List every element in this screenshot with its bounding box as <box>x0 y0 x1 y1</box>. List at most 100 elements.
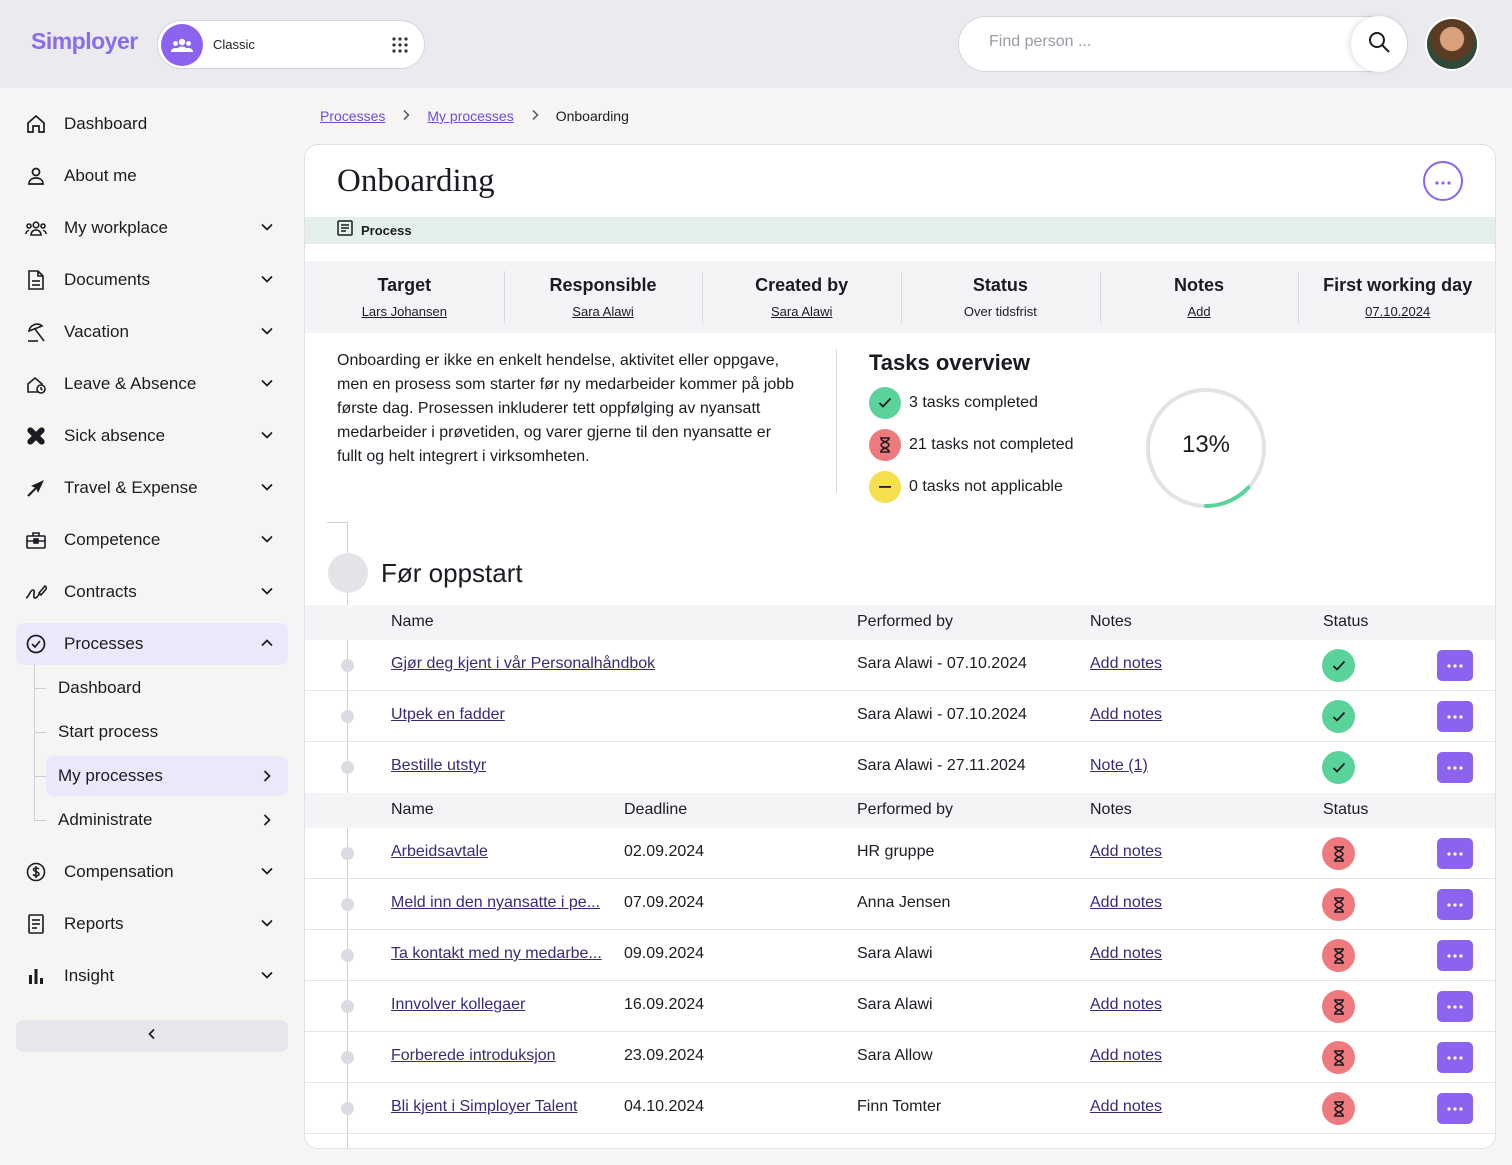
notes-link[interactable]: Add notes <box>1090 894 1163 911</box>
table-row: Arbeidsavtale 02.09.2024 HR gruppe Add n… <box>305 828 1495 879</box>
nav-sick-absence[interactable]: Sick absence <box>16 415 288 457</box>
meta-status: Status Over tidsfrist <box>901 261 1100 333</box>
nav-vacation[interactable]: Vacation <box>16 311 288 353</box>
notes-link[interactable]: Note (1) <box>1090 757 1148 774</box>
notes-link[interactable]: Add notes <box>1090 996 1163 1013</box>
more-options-button[interactable] <box>1423 161 1463 201</box>
chevron-right-icon <box>260 813 274 832</box>
nav-insight[interactable]: Insight <box>16 955 288 997</box>
nav-travel-expense[interactable]: Travel & Expense <box>16 467 288 509</box>
meta-value[interactable]: Sara Alawi <box>770 304 833 319</box>
performed-by: Anna Jensen <box>857 894 951 911</box>
task-link[interactable]: Ta kontakt med ny medarbe... <box>391 945 602 962</box>
page-title: Onboarding <box>337 163 495 199</box>
task-link[interactable]: Innvolver kollegaer <box>391 996 526 1013</box>
nav-processes[interactable]: Processes <box>16 623 288 665</box>
chevron-up-icon <box>260 636 274 655</box>
task-link[interactable]: Forberede introduksjon <box>391 1047 556 1064</box>
subnav-start-process[interactable]: Start process <box>46 712 288 752</box>
row-menu-button[interactable] <box>1437 889 1473 920</box>
nav-compensation[interactable]: Compensation <box>16 851 288 893</box>
breadcrumb-link[interactable]: Processes <box>320 108 386 124</box>
hourglass-icon <box>1322 1041 1355 1074</box>
meta-label: Status <box>972 275 1028 295</box>
table-row: Bestille utstyr Sara Alawi - 27.11.2024 … <box>305 742 1495 793</box>
nav-label: About me <box>64 166 137 185</box>
meta-value[interactable]: Lars Johansen <box>361 304 447 319</box>
meta-value[interactable]: 07.10.2024 <box>1365 304 1431 319</box>
meta-label: First working day <box>1323 275 1473 295</box>
breadcrumb: Processes My processes Onboarding <box>320 108 629 124</box>
task-link[interactable]: Utpek en fadder <box>391 706 505 723</box>
nav-competence[interactable]: Competence <box>16 519 288 561</box>
nav-reports[interactable]: Reports <box>16 903 288 945</box>
row-menu-button[interactable] <box>1437 701 1473 732</box>
subnav-dashboard[interactable]: Dashboard <box>46 668 288 708</box>
meta-created-by: Created by Sara Alawi <box>702 261 901 333</box>
notes-link[interactable]: Add notes <box>1090 945 1163 962</box>
search-button[interactable] <box>1351 16 1407 72</box>
nav-dashboard[interactable]: Dashboard <box>16 103 288 145</box>
task-link[interactable]: Arbeidsavtale <box>391 843 488 860</box>
people-icon <box>24 216 48 240</box>
nav-label: Travel & Expense <box>64 478 198 497</box>
leave-icon <box>24 372 48 396</box>
subnav-administrate[interactable]: Administrate <box>46 800 288 840</box>
col-notes: Notes <box>1090 801 1132 818</box>
row-menu-button[interactable] <box>1437 940 1473 971</box>
nav-label: My workplace <box>64 218 168 237</box>
meta-label: Responsible <box>549 275 657 295</box>
logo[interactable]: Simployer <box>31 28 138 54</box>
chevron-left-icon <box>146 1027 158 1045</box>
nav-leave-absence[interactable]: Leave & Absence <box>16 363 288 405</box>
row-menu-button[interactable] <box>1437 752 1473 783</box>
meta-label: Created by <box>755 275 849 295</box>
meta-responsible: Responsible Sara Alawi <box>503 261 703 333</box>
process-card: Onboarding Process Target Lars Johansen … <box>304 144 1496 1149</box>
apps-grid-icon[interactable] <box>392 37 408 58</box>
row-menu-button[interactable] <box>1437 838 1473 869</box>
signature-icon <box>24 580 48 604</box>
notes-link[interactable]: Add notes <box>1090 706 1163 723</box>
col-status: Status <box>1323 613 1369 630</box>
nav-documents[interactable]: Documents <box>16 259 288 301</box>
collapse-sidebar-button[interactable] <box>16 1020 288 1052</box>
meta-value[interactable]: Sara Alawi <box>572 304 634 319</box>
subnav-my-processes[interactable]: My processes <box>46 756 288 796</box>
home-icon <box>24 112 48 136</box>
nav-my-workplace[interactable]: My workplace <box>16 207 288 249</box>
notes-link[interactable]: Add notes <box>1090 1098 1163 1115</box>
col-deadline: Deadline <box>624 801 688 818</box>
module-switcher[interactable]: Classic <box>157 20 425 69</box>
task-link[interactable]: Bli kjent i Simployer Talent <box>391 1098 578 1115</box>
chevron-right-icon <box>401 108 411 124</box>
breadcrumb-link[interactable]: My processes <box>427 108 514 124</box>
hourglass-icon <box>1322 990 1355 1023</box>
search-input[interactable] <box>989 33 1329 51</box>
row-menu-button[interactable] <box>1437 1093 1473 1124</box>
timeline-dot <box>341 1000 354 1013</box>
row-menu-button[interactable] <box>1437 991 1473 1022</box>
row-menu-button[interactable] <box>1437 650 1473 681</box>
task-link[interactable]: Gjør deg kjent i vår Personalhåndbok <box>391 655 656 672</box>
chevron-right-icon <box>260 769 274 788</box>
notes-link[interactable]: Add notes <box>1090 655 1163 672</box>
task-link[interactable]: Meld inn den nyansatte i pe... <box>391 894 601 911</box>
user-avatar[interactable] <box>1425 17 1479 71</box>
search-icon <box>1368 31 1390 58</box>
notes-link[interactable]: Add notes <box>1090 843 1163 860</box>
row-menu-button[interactable] <box>1437 1042 1473 1073</box>
notes-link[interactable]: Add notes <box>1090 1047 1163 1064</box>
deadline: 07.09.2024 <box>624 894 705 911</box>
meta-notes: Notes Add <box>1099 261 1299 333</box>
team-icon <box>161 24 203 66</box>
task-link[interactable]: Bestille utstyr <box>391 757 487 774</box>
nav-label: Sick absence <box>64 426 166 445</box>
process-tag-bar: Process <box>305 217 1495 244</box>
nav-contracts[interactable]: Contracts <box>16 571 288 613</box>
hourglass-icon <box>869 429 901 461</box>
deadline: 16.09.2024 <box>624 996 705 1013</box>
nav-about-me[interactable]: About me <box>16 155 288 197</box>
meta-value[interactable]: Add <box>1187 304 1211 319</box>
hourglass-icon <box>1322 837 1355 870</box>
